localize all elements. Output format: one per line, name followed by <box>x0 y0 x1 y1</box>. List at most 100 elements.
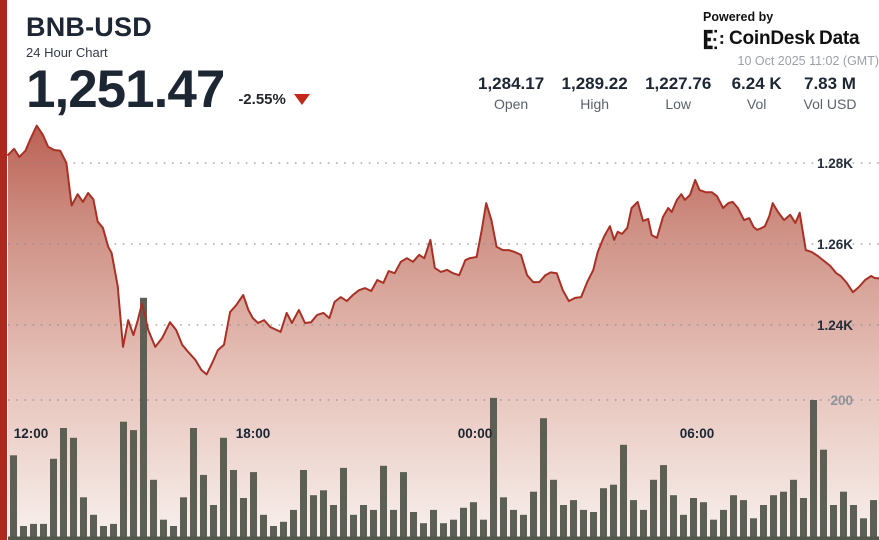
coindesk-logo-icon <box>703 29 724 49</box>
volume-bar <box>790 479 797 540</box>
volume-bar <box>280 521 287 540</box>
price-axis-label: 1.24K <box>817 318 853 333</box>
header-left: BNB-USD 24 Hour Chart 1,251.47 -2.55% <box>26 12 310 116</box>
time-axis-label: 12:00 <box>14 426 49 441</box>
stat-vol-usd: 7.83 M Vol USD <box>802 74 858 112</box>
volume-bar <box>420 523 427 540</box>
stat-label: Vol <box>746 96 767 112</box>
volume-bar <box>850 505 857 540</box>
coindesk-logo[interactable]: CoinDesk Data <box>703 28 879 50</box>
brand-suffix: Data <box>819 28 860 49</box>
stat-value: 1,289.22 <box>561 74 628 93</box>
volume-bar <box>670 495 677 540</box>
volume-bar <box>390 509 397 540</box>
volume-bar <box>410 512 417 540</box>
volume-bar <box>520 514 527 540</box>
volume-bar <box>590 512 597 540</box>
time-axis-label: 06:00 <box>680 426 715 441</box>
volume-bar <box>380 465 387 540</box>
time-axis-label: 00:00 <box>458 426 493 441</box>
volume-bar <box>480 519 487 540</box>
area-fill-layer <box>8 125 879 540</box>
volume-bar <box>440 523 447 540</box>
volume-bar <box>330 505 337 540</box>
stat-value: 1,227.76 <box>645 74 712 93</box>
volume-bar <box>740 500 747 540</box>
volume-bar <box>690 498 697 540</box>
volume-bar <box>60 428 67 540</box>
symbol-title: BNB-USD <box>26 12 152 42</box>
volume-bar <box>50 458 57 540</box>
down-triangle-icon <box>293 93 310 105</box>
volume-bar <box>200 474 207 540</box>
brand-name: CoinDesk <box>729 28 816 49</box>
volume-bar <box>20 526 27 540</box>
stat-vol: 6.24 K Vol <box>729 74 785 112</box>
volume-bar <box>750 518 757 540</box>
volume-bar <box>350 514 357 540</box>
volume-bar <box>470 502 477 540</box>
gridline-layer <box>8 162 879 401</box>
volume-bar <box>320 490 327 540</box>
stat-low: 1,227.76 Low <box>645 74 711 112</box>
stat-label: High <box>580 96 610 112</box>
volume-bar <box>540 418 547 540</box>
volume-bar <box>710 519 717 540</box>
volume-bar <box>550 479 557 540</box>
volume-bar <box>800 498 807 540</box>
volume-bar <box>220 437 227 540</box>
volume-bar <box>190 428 197 540</box>
volume-bar <box>730 495 737 540</box>
volume-bar <box>660 465 667 540</box>
volume-bar <box>600 488 607 540</box>
volume-bar <box>110 523 117 540</box>
volume-bar <box>250 472 257 540</box>
volume-bar <box>580 509 587 540</box>
volume-bar <box>260 514 267 540</box>
volume-bar <box>860 518 867 540</box>
volume-bar <box>180 497 187 540</box>
price-area-fill <box>8 125 879 540</box>
accent-stripe <box>0 0 7 540</box>
volume-bar <box>430 509 437 540</box>
volume-bar <box>570 500 577 540</box>
stat-label: Vol USD <box>803 96 857 112</box>
price-line <box>7 124 879 376</box>
ohlc-stats-row: 1,284.17 Open 1,289.22 High 1,227.76 Low 6.24 … <box>478 74 858 112</box>
stat-label: Low <box>665 96 692 112</box>
volume-bar <box>10 455 17 540</box>
axis-label-layer: 1.28K 1.26K 1.24K 200 12:00 18:00 00:00 06:00 <box>14 156 854 441</box>
volume-bar <box>210 505 217 540</box>
stat-value: 6.24 K <box>731 74 782 93</box>
volume-bar <box>270 526 277 540</box>
price-axis-label: 1.28K <box>817 156 853 171</box>
volume-layer <box>8 297 879 540</box>
volume-bar <box>80 497 87 540</box>
volume-bar <box>650 479 657 540</box>
powered-by-label: Powered by <box>703 10 774 24</box>
volume-bar <box>640 509 647 540</box>
volume-bar <box>240 498 247 540</box>
header-right: Powered by CoinDesk Data 10 Oct 2025 11:… <box>703 10 879 68</box>
volume-bar <box>120 421 127 540</box>
time-axis-label: 18:00 <box>236 426 271 441</box>
volume-bar <box>610 484 617 540</box>
chart-subtitle: 24 Hour Chart <box>26 45 108 60</box>
volume-bar <box>630 500 637 540</box>
chart-timestamp: 10 Oct 2025 11:02 (GMT) <box>737 54 879 68</box>
volume-bar <box>700 502 707 540</box>
volume-bar <box>40 523 47 540</box>
volume-bar <box>140 297 147 540</box>
volume-bar <box>530 491 537 540</box>
volume-bar <box>290 509 297 540</box>
volume-bar <box>620 444 627 540</box>
volume-bar <box>130 430 137 540</box>
volume-baseline <box>8 536 879 540</box>
volume-bar <box>490 397 497 540</box>
stat-value: 1,284.17 <box>478 74 545 93</box>
price-change-percent: -2.55% <box>238 90 286 108</box>
volume-bar <box>870 500 877 540</box>
stat-high: 1,289.22 High <box>562 74 628 112</box>
volume-bar <box>820 449 827 540</box>
